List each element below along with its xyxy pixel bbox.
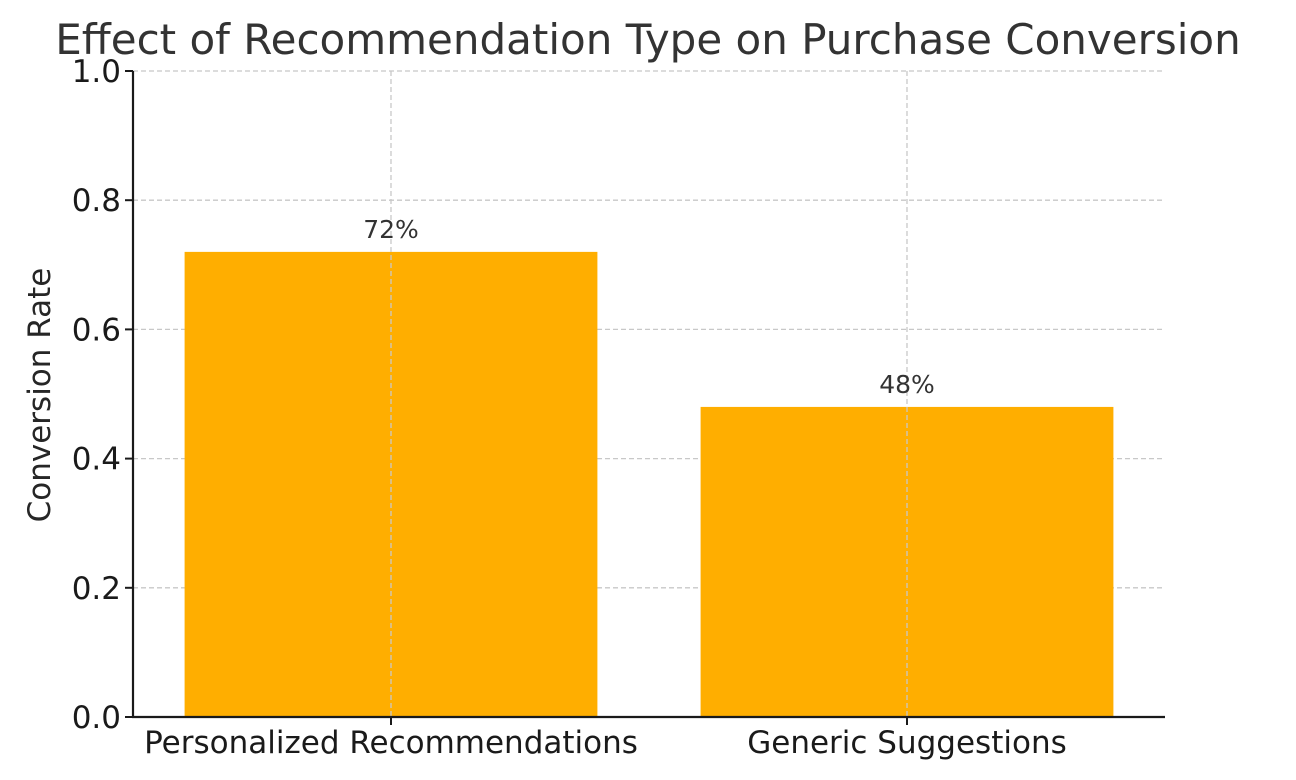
y-tick-label: 0.4 [72, 442, 121, 478]
bars [184, 251, 1114, 717]
y-tick-label: 1.0 [72, 54, 121, 90]
bar-value-label: 48% [879, 370, 935, 399]
y-tick-label: 0.2 [72, 571, 121, 607]
axes [131, 71, 1165, 719]
bar-value-label: 72% [363, 215, 419, 244]
y-tick-label: 0.8 [72, 183, 121, 219]
x-tick-label: Personalized Recommendations [144, 725, 638, 761]
data-labels: 72% 48% [363, 215, 935, 399]
y-ticks: 0.0 0.2 0.4 0.6 0.8 1.0 [72, 54, 133, 736]
vertical-grid-lines [390, 71, 908, 717]
y-tick-label: 0.0 [72, 700, 121, 736]
x-tick-label: Generic Suggestions [747, 725, 1067, 761]
y-axis-label: Conversion Rate [22, 268, 58, 523]
chart-title: Effect of Recommendation Type on Purchas… [55, 15, 1241, 64]
y-tick-label: 0.6 [72, 312, 121, 348]
x-ticks: Personalized Recommendations Generic Sugg… [144, 717, 1067, 761]
